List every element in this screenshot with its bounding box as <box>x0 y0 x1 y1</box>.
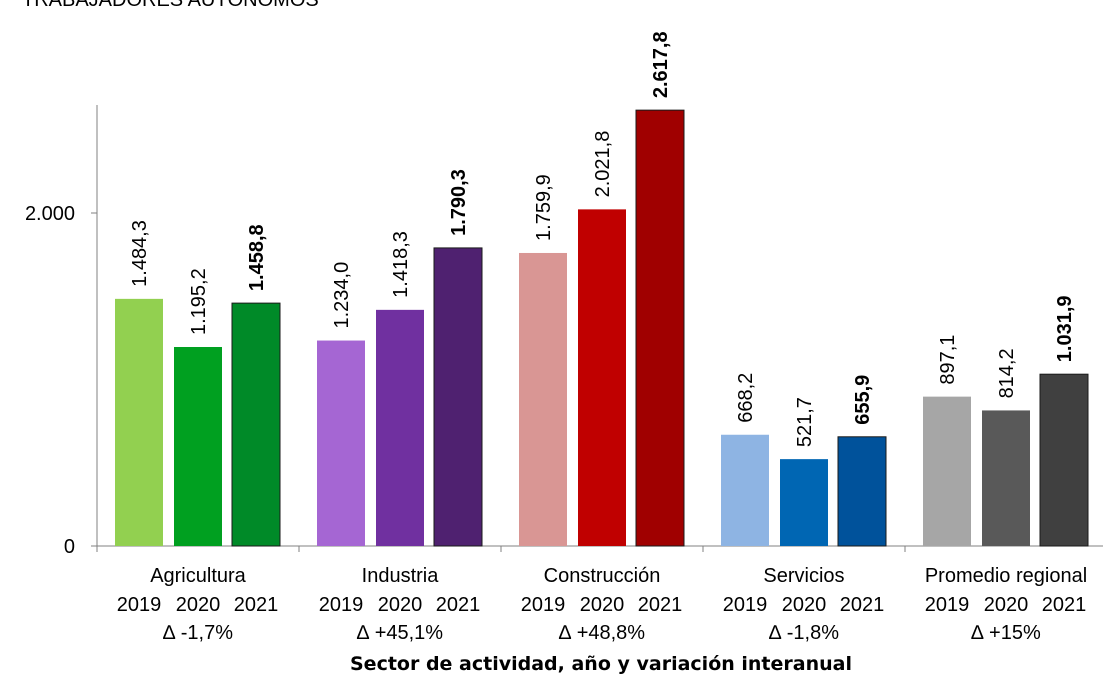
bar <box>837 436 887 547</box>
year-label: 2019 <box>925 594 970 616</box>
year-label: 2020 <box>984 594 1029 616</box>
bar <box>376 309 424 546</box>
delta-label: ∆ -1,8% <box>769 622 839 644</box>
year-label: 2020 <box>378 594 423 616</box>
data-label: 1.458,8 <box>246 224 268 291</box>
year-label: 2020 <box>176 594 221 616</box>
bar <box>780 459 828 546</box>
category-label: Agricultura <box>150 565 246 587</box>
delta-label: ∆ +45,1% <box>357 622 443 644</box>
bar <box>174 346 222 546</box>
x-axis-label: Sector de actividad, año y variación int… <box>350 653 852 675</box>
data-label: 1.234,0 <box>331 262 353 329</box>
data-label: 897,1 <box>937 335 959 385</box>
bar <box>923 396 971 546</box>
data-label: 1.790,3 <box>448 169 470 236</box>
year-label: 2019 <box>319 594 364 616</box>
bar <box>519 252 567 546</box>
bar <box>721 434 769 546</box>
year-label: 2021 <box>638 594 683 616</box>
data-label: 521,7 <box>794 397 816 447</box>
value-labels: 1.484,3 1.195,2 1.458,8 1.234,0 1.418,3 1.790… <box>129 31 1076 447</box>
chart-title: TRABAJADORES AUTÓNOMOS <box>22 0 319 11</box>
bar <box>115 298 163 546</box>
data-label: 2.021,8 <box>592 131 614 198</box>
data-label: 1.759,9 <box>533 174 555 241</box>
year-label: 2019 <box>117 594 162 616</box>
data-label: 1.418,3 <box>390 231 412 298</box>
data-label: 1.195,2 <box>188 268 210 335</box>
year-label: 2021 <box>840 594 885 616</box>
category-label: Industria <box>362 565 440 587</box>
year-label: 2019 <box>723 594 768 616</box>
y-tick-label: 2.000 <box>25 203 75 225</box>
bar <box>317 340 365 546</box>
delta-label: ∆ -1,7% <box>163 622 233 644</box>
category-label: Promedio regional <box>925 565 1087 587</box>
data-label: 2.617,8 <box>650 31 672 98</box>
year-label: 2020 <box>580 594 625 616</box>
year-label: 2021 <box>436 594 481 616</box>
data-label: 1.484,3 <box>129 220 151 287</box>
year-label: 2021 <box>234 594 279 616</box>
y-tick-label: 0 <box>64 536 75 558</box>
bar <box>982 410 1030 546</box>
bar <box>578 209 626 546</box>
year-label: 2020 <box>782 594 827 616</box>
category-label: Servicios <box>763 565 844 587</box>
bar <box>635 109 685 547</box>
delta-label: ∆ +48,8% <box>559 622 645 644</box>
data-label: 1.031,9 <box>1054 295 1076 362</box>
delta-label: ∆ +15% <box>971 622 1041 644</box>
category-label: Construcción <box>544 565 661 587</box>
bar <box>1039 373 1089 547</box>
bar <box>433 247 483 547</box>
year-label: 2019 <box>521 594 566 616</box>
data-label: 655,9 <box>852 375 874 425</box>
data-label: 814,2 <box>996 348 1018 398</box>
bar <box>231 302 281 547</box>
data-label: 668,2 <box>735 373 757 423</box>
bars <box>115 109 1089 547</box>
year-label: 2021 <box>1042 594 1087 616</box>
